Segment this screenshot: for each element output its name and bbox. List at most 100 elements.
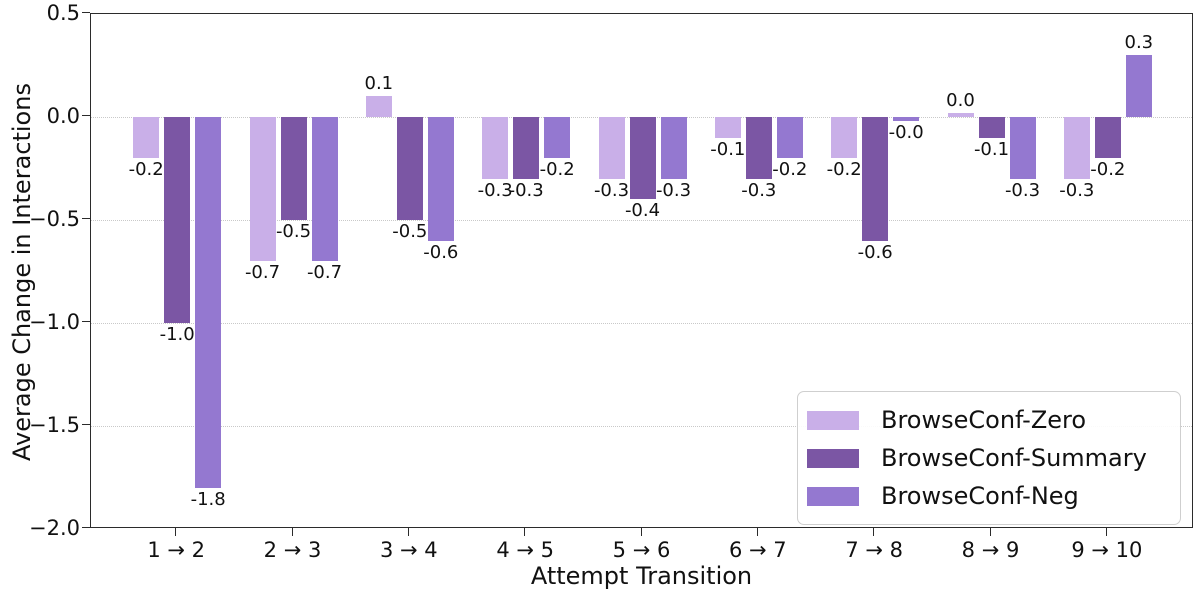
bar-BrowseConf-Zero-2: [249, 117, 276, 262]
bar-value-label: -0.2: [772, 159, 808, 181]
bar-BrowseConf-Summary-9: [1094, 117, 1121, 159]
bar-BrowseConf-Summary-4: [513, 117, 540, 179]
bar-value-label: -0.3: [1004, 179, 1041, 201]
bar-value-label: -0.7: [244, 262, 281, 284]
bar-value-label: -0.3: [655, 179, 692, 201]
x-tick-mark: [873, 528, 875, 536]
bar-value-label: -0.7: [306, 262, 343, 284]
bar-BrowseConf-Summary-1: [164, 117, 191, 323]
bar-value-label: -0.0: [888, 122, 924, 143]
legend-item-BrowseConf-Neg: BrowseConf-Neg: [807, 477, 1166, 515]
legend-swatch-BrowseConf-Zero: [807, 410, 859, 430]
bar-value-label: -0.1: [973, 138, 1010, 160]
x-tick-label: 3 → 4: [379, 538, 438, 562]
x-tick-mark: [407, 528, 409, 536]
bar-BrowseConf-Neg-4: [544, 117, 571, 159]
bar-value-label: -0.2: [826, 159, 862, 181]
y-tick-mark: [82, 218, 90, 219]
bar-value-label: -0.6: [423, 241, 459, 263]
bar-BrowseConf-Neg-6: [776, 117, 803, 159]
bar-value-label: -0.3: [741, 179, 777, 201]
y-tick-mark: [82, 424, 90, 425]
bar-BrowseConf-Summary-2: [280, 117, 307, 220]
x-tick-label: 8 → 9: [961, 538, 1020, 562]
bar-BrowseConf-Neg-5: [660, 117, 687, 179]
plot-area: -0.2 -0.7 0.1 -0.3 -0.3 -0.1 -0.2 0.0 -0.3 -1.0 -0…: [90, 13, 1193, 528]
bar-BrowseConf-Neg-9: [1125, 55, 1152, 117]
x-tick-mark: [524, 528, 526, 536]
y-tick-label: −2.0: [29, 516, 80, 540]
gridline: [91, 323, 1192, 324]
bar-value-label: 0.3: [1124, 32, 1154, 54]
bar-value-label: 0.0: [946, 90, 975, 111]
x-tick-label: 6 → 7: [728, 538, 787, 562]
bar-value-label: -0.2: [539, 159, 575, 181]
y-tick-mark: [82, 527, 90, 528]
x-axis-label: Attempt Transition: [530, 562, 753, 590]
x-tick-label: 7 → 8: [845, 538, 903, 562]
y-tick-label: 0.5: [46, 1, 80, 25]
bar-BrowseConf-Neg-7: [893, 117, 920, 121]
bar-BrowseConf-Zero-9: [1063, 117, 1090, 179]
bar-value-label: -0.3: [508, 179, 544, 201]
bar-BrowseConf-Zero-8: [947, 113, 974, 117]
bar-value-label: -1.0: [159, 324, 195, 345]
x-tick-mark: [989, 528, 991, 536]
bar-BrowseConf-Neg-1: [195, 117, 222, 488]
bar-BrowseConf-Zero-1: [133, 117, 160, 159]
legend: BrowseConf-Zero BrowseConf-Summary BrowseC…: [797, 391, 1181, 525]
legend-item-BrowseConf-Summary: BrowseConf-Summary: [807, 439, 1166, 477]
y-tick-label: −1.0: [29, 310, 80, 334]
x-tick-label: 1 → 2: [147, 538, 205, 562]
bar-BrowseConf-Summary-5: [629, 117, 656, 200]
y-tick-label: −0.5: [29, 207, 80, 231]
bar-value-label: -0.3: [1059, 179, 1095, 201]
bar-BrowseConf-Zero-3: [365, 96, 392, 117]
x-tick-mark: [640, 528, 642, 536]
x-tick-mark: [756, 528, 758, 536]
x-tick-mark: [291, 528, 293, 536]
bar-value-label: -0.5: [275, 221, 312, 242]
x-tick-label: 5 → 6: [612, 538, 671, 562]
bar-value-label: -0.4: [624, 200, 661, 222]
y-tick-mark: [82, 12, 90, 13]
x-tick-label: 9 → 10: [1071, 538, 1143, 562]
bar-value-label: -0.3: [477, 179, 513, 201]
gridline: [91, 426, 1192, 427]
y-tick-label: 0.0: [46, 104, 80, 128]
bar-value-label: -0.6: [857, 241, 893, 263]
legend-label: BrowseConf-Summary: [881, 444, 1147, 472]
legend-label: BrowseConf-Zero: [881, 406, 1087, 434]
legend-swatch-BrowseConf-Neg: [807, 486, 859, 506]
x-tick-label: 4 → 5: [496, 538, 554, 562]
y-tick-mark: [82, 321, 90, 322]
x-tick-mark: [1105, 528, 1107, 536]
bar-value-label: -0.1: [710, 138, 746, 160]
bar-BrowseConf-Summary-6: [745, 117, 772, 179]
bar-BrowseConf-Neg-2: [311, 117, 338, 262]
bar-value-label: -0.2: [1090, 159, 1126, 181]
x-tick-mark: [175, 528, 177, 536]
bar-BrowseConf-Zero-4: [482, 117, 509, 179]
y-tick-mark: [82, 115, 90, 116]
bar-value-label: -1.8: [190, 488, 226, 510]
gridline: [91, 220, 1192, 221]
bar-BrowseConf-Zero-6: [714, 117, 741, 138]
y-axis-label: Average Change in Interactions: [8, 83, 36, 461]
bar-BrowseConf-Neg-8: [1009, 117, 1036, 179]
bar-value-label: -0.3: [593, 179, 630, 201]
bar-BrowseConf-Summary-3: [396, 117, 423, 220]
legend-label: BrowseConf-Neg: [881, 482, 1079, 510]
legend-item-BrowseConf-Zero: BrowseConf-Zero: [807, 401, 1166, 439]
y-tick-label: −1.5: [29, 413, 80, 437]
legend-swatch-BrowseConf-Summary: [807, 448, 859, 468]
bar-value-label: -0.2: [128, 159, 164, 181]
bar-BrowseConf-Summary-8: [978, 117, 1005, 138]
bar-BrowseConf-Neg-3: [427, 117, 454, 241]
bar-value-label: -0.5: [392, 221, 428, 242]
bar-BrowseConf-Summary-7: [862, 117, 889, 241]
bar-BrowseConf-Zero-7: [831, 117, 858, 159]
x-tick-label: 2 → 3: [263, 538, 322, 562]
bar-BrowseConf-Zero-5: [598, 117, 625, 179]
